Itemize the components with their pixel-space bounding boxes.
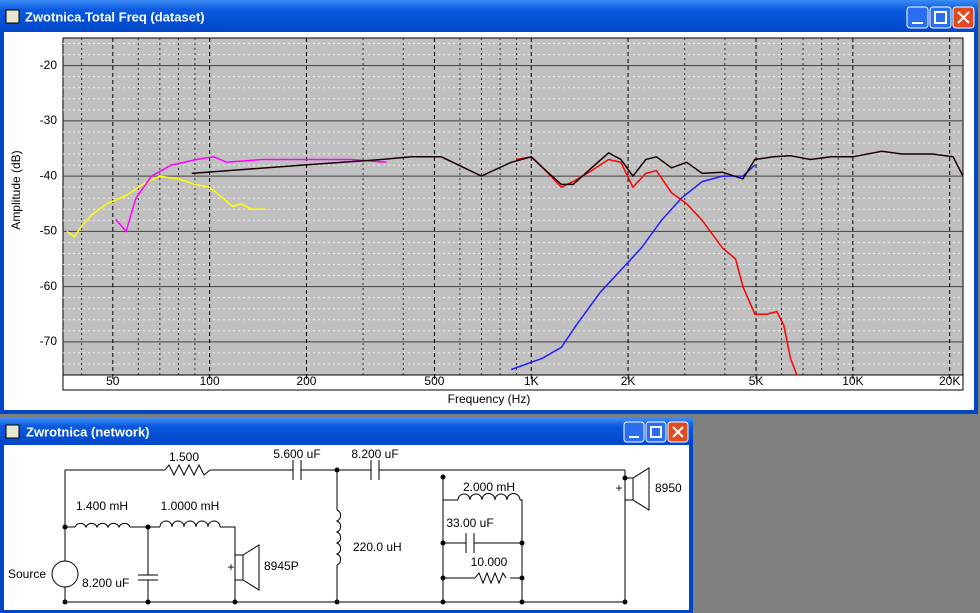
y-tick-label: -60 (40, 279, 58, 293)
x-tick-label: 20K (939, 374, 960, 388)
title-bar (0, 0, 978, 32)
minimize-button[interactable] (623, 421, 645, 443)
component-label: 1.400 mH (76, 499, 128, 513)
window-body (4, 445, 689, 610)
speaker-label: 8945P (264, 559, 299, 573)
capacitor (138, 460, 475, 581)
y-tick-label: -40 (40, 168, 58, 182)
component-label: 1.500 (169, 450, 199, 464)
y-axis-label: Amplitude (dB) (9, 150, 23, 229)
component-label: 33.00 uF (446, 516, 493, 530)
speaker-label: 8950 (655, 481, 682, 495)
nodes (62, 467, 628, 605)
polarity: + (615, 481, 622, 495)
x-tick-label: 1K (524, 374, 539, 388)
button-glyphs (912, 11, 970, 24)
x-tick-label: 2K (621, 374, 636, 388)
series-line (516, 155, 798, 375)
x-axis-strip (62, 374, 964, 391)
series-line (115, 156, 387, 233)
x-tick-label: 50 (106, 374, 120, 388)
plot-area (62, 37, 964, 376)
x-tick-label: 500 (424, 374, 444, 388)
button-glyphs (629, 426, 684, 438)
x-tick-label: 5K (749, 374, 764, 388)
y-tick-label: -30 (40, 113, 58, 127)
series-group (66, 150, 963, 375)
maximize-button[interactable] (645, 421, 667, 443)
maximize-button[interactable] (929, 6, 952, 29)
window-title: Zwotnica.Total Freq (dataset) (25, 9, 205, 24)
schematic: 1.500 5.600 uF 8.200 uF 1.400 mH 1.0000 … (8, 447, 682, 605)
source (51, 560, 79, 588)
polarity: + (227, 560, 234, 574)
component-label: 10.000 (471, 555, 508, 569)
component-label: 2.000 mH (463, 480, 515, 494)
source-label: Source (8, 567, 46, 581)
x-tick-label: 10K (842, 374, 863, 388)
plot: -70 -60 -50 -40 -30 -20 50 100 200 500 1K 2K 5K 10K 20… (40, 38, 963, 388)
component-label: 8.200 uF (82, 576, 129, 590)
x-tick-label: 100 (200, 374, 220, 388)
component-label: 5.600 uF (273, 447, 320, 461)
window-title: Zwrotnica (network) (26, 424, 150, 439)
minimize-button[interactable] (906, 6, 929, 29)
resistor (164, 463, 211, 477)
window-icon (5, 424, 20, 439)
component-label: 220.0 uH (353, 540, 402, 554)
component-label: 1.0000 mH (161, 499, 220, 513)
window-icon (5, 9, 20, 24)
resistor (474, 571, 507, 585)
x-axis-label: Frequency (Hz) (448, 392, 531, 406)
series-line (510, 164, 756, 371)
series-line (66, 175, 267, 238)
speaker (234, 467, 650, 591)
title-bar (0, 418, 693, 445)
y-tick-label: -50 (40, 224, 58, 238)
series-line (191, 150, 963, 186)
y-tick-label: -20 (40, 58, 58, 72)
x-tick-label: 200 (296, 374, 316, 388)
component-label: 8.200 uF (351, 447, 398, 461)
y-tick-label: -70 (40, 334, 58, 348)
inductor (74, 493, 521, 566)
